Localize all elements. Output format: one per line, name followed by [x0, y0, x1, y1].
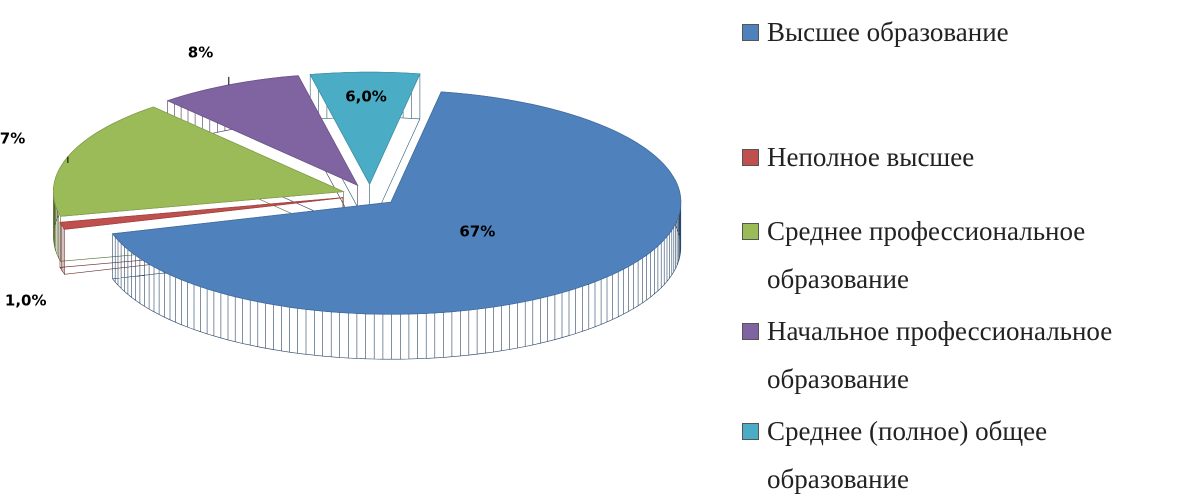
legend-item: Начальное профессиональное образование: [742, 307, 1182, 403]
legend-label: Среднее профессиональное образование: [767, 216, 1086, 294]
slice: [111, 91, 682, 315]
legend-swatch: [742, 323, 759, 340]
legend-item: Высшее образование: [742, 8, 1182, 56]
legend-swatch: [742, 423, 759, 440]
legend-item: Неполное высшее: [742, 133, 1182, 181]
legend-label: Среднее (полное) общее образование: [767, 416, 1048, 494]
legend-swatch: [742, 24, 759, 41]
slice: [59, 197, 343, 230]
data-label: 67%: [459, 223, 495, 241]
slice: [309, 71, 421, 186]
data-label: 17%: [0, 130, 25, 148]
legend-item: Среднее (полное) общее образование: [742, 407, 1182, 503]
legend-label: Высшее образование: [767, 17, 1009, 47]
legend-swatch: [742, 149, 759, 166]
data-label: 8%: [188, 43, 213, 61]
data-label: 1,0%: [5, 291, 47, 309]
legend-swatch: [742, 223, 759, 240]
chart: 67% 1,0% 17% 8% 6,0%: [0, 43, 682, 360]
legend-item: Среднее профессиональное образование: [742, 207, 1182, 303]
legend-label: Начальное профессиональное образование: [767, 316, 1113, 394]
data-label: 6,0%: [345, 87, 387, 105]
legend-label: Неполное высшее: [767, 142, 975, 172]
